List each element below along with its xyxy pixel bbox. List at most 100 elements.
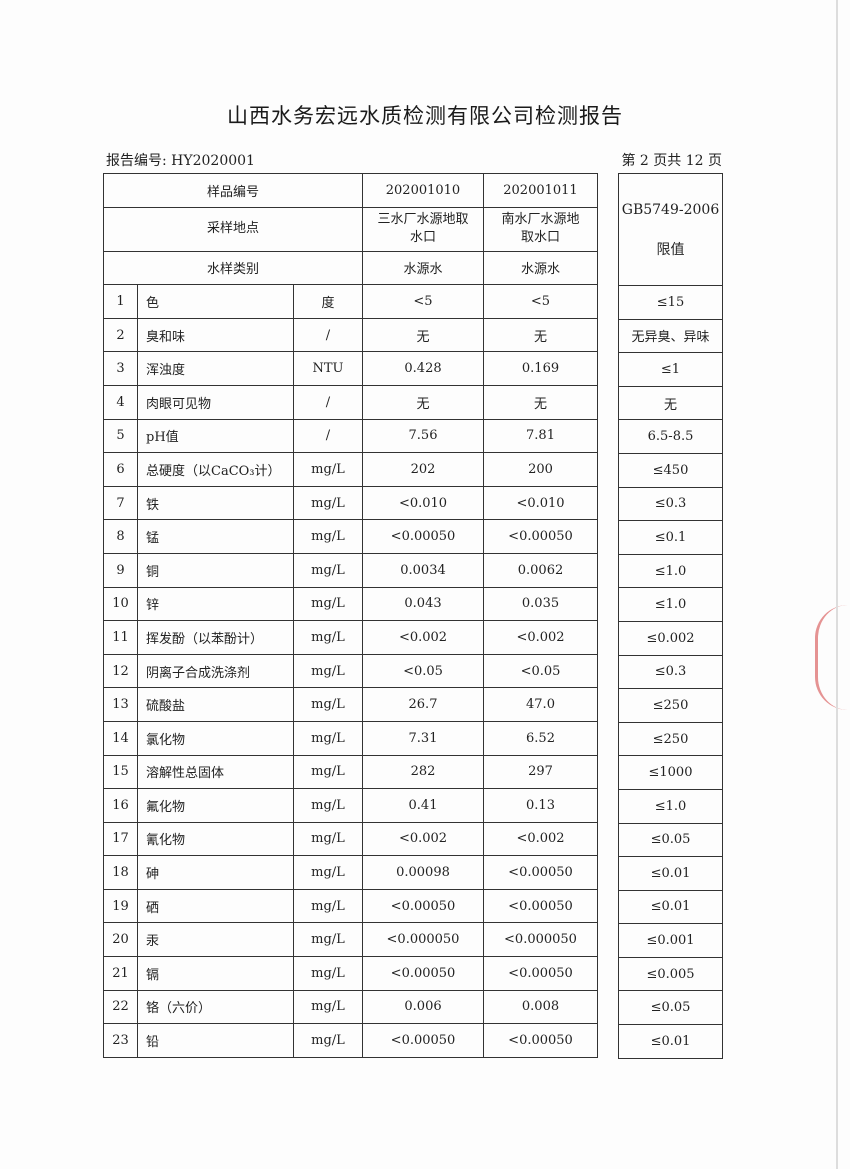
- unit: mg/L: [293, 888, 363, 924]
- row-number: 16: [103, 788, 138, 823]
- row-number: 1: [103, 284, 138, 319]
- table-row: 17 氰化物 mg/L <0.002 <0.002: [103, 821, 598, 857]
- table-row: 21 镉 mg/L <0.00050 <0.00050: [103, 956, 598, 991]
- item-name: 硒: [137, 888, 294, 924]
- row-number: 18: [103, 855, 138, 890]
- item-name: 铜: [137, 552, 294, 588]
- value-2: 0.0062: [483, 552, 598, 588]
- value-1: <0.000050: [362, 922, 484, 958]
- unit: 度: [293, 284, 363, 319]
- table-row: 16 氟化物 mg/L 0.41 0.13: [103, 788, 598, 823]
- table-row: ≤15: [618, 285, 723, 320]
- table-row: 2 臭和味 / 无无: [103, 317, 598, 353]
- row-number: 17: [103, 821, 138, 857]
- item-name: 硫酸盐: [137, 687, 294, 722]
- row-number: 5: [103, 418, 138, 454]
- table-row: ≤250: [618, 688, 723, 723]
- type-2: 水源水: [483, 250, 598, 286]
- table-row: ≤0.001: [618, 923, 723, 958]
- value-2: 47.0: [483, 687, 598, 722]
- row-number: 9: [103, 552, 138, 588]
- table-row: ≤0.005: [618, 956, 723, 992]
- value-1: 0.00098: [362, 855, 484, 890]
- value-1: 202: [362, 452, 484, 487]
- item-name: 铁: [137, 485, 294, 521]
- table-row: 8 锰 mg/L <0.00050 <0.00050: [103, 519, 598, 554]
- table-row: 13 硫酸盐 mg/L 26.7 47.0: [103, 687, 598, 722]
- location-1: 三水厂水源地取水口: [362, 206, 484, 252]
- row-number: 7: [103, 485, 138, 521]
- unit: mg/L: [293, 687, 363, 722]
- row-number: 2: [103, 317, 138, 353]
- sample-no-2: 202001011: [483, 173, 598, 208]
- item-name: pH值: [137, 418, 294, 454]
- unit: /: [293, 418, 363, 454]
- unit: mg/L: [293, 452, 363, 487]
- unit: /: [293, 384, 363, 420]
- item-name: 铬（六价）: [137, 989, 294, 1025]
- row-number: 21: [103, 956, 138, 991]
- unit: mg/L: [293, 519, 363, 554]
- table-row: ≤1: [618, 352, 723, 387]
- value-1: <0.00050: [362, 956, 484, 991]
- value-1: <5: [362, 284, 484, 319]
- row-number: 11: [103, 620, 138, 655]
- item-name: 汞: [137, 922, 294, 958]
- limit: ≤0.3: [618, 486, 723, 522]
- limit: ≤0.01: [618, 856, 723, 891]
- limit: ≤1.0: [618, 553, 723, 589]
- value-1: 0.0034: [362, 552, 484, 588]
- item-name: 镉: [137, 956, 294, 991]
- table-row: ≤0.05: [618, 822, 723, 858]
- limit: ≤0.001: [618, 923, 723, 958]
- value-1: 26.7: [362, 687, 484, 722]
- limit: ≤1.0: [618, 788, 723, 824]
- row-number: 20: [103, 922, 138, 958]
- value-2: <0.002: [483, 821, 598, 857]
- value-2: 297: [483, 754, 598, 790]
- value-2: <0.002: [483, 620, 598, 655]
- item-name: 铅: [137, 1023, 294, 1058]
- value-1: 7.31: [362, 720, 484, 756]
- table-row: 6.5-8.5: [618, 419, 723, 454]
- item-name: 溶解性总固体: [137, 754, 294, 790]
- table-row: ≤0.01: [618, 856, 723, 891]
- table-row: 无: [618, 385, 723, 421]
- item-name: 总硬度（以CaCO₃计）: [137, 452, 294, 487]
- limit: ≤0.005: [618, 956, 723, 992]
- row-number: 3: [103, 351, 138, 386]
- value-2: <5: [483, 284, 598, 319]
- row-number: 8: [103, 519, 138, 554]
- value-2: 7.81: [483, 418, 598, 454]
- unit: mg/L: [293, 653, 363, 689]
- limit: 无: [618, 385, 723, 421]
- value-2: <0.00050: [483, 956, 598, 991]
- value-2: <0.000050: [483, 922, 598, 958]
- value-1: <0.00050: [362, 888, 484, 924]
- unit: mg/L: [293, 788, 363, 823]
- value-1: 无: [362, 317, 484, 353]
- unit: mg/L: [293, 720, 363, 756]
- limit: ≤0.002: [618, 620, 723, 656]
- value-1: <0.002: [362, 821, 484, 857]
- table-row: 20 汞 mg/L <0.000050 <0.000050: [103, 922, 598, 958]
- value-1: 0.043: [362, 586, 484, 622]
- table-row: ≤0.01: [618, 889, 723, 925]
- unit: NTU: [293, 351, 363, 386]
- table-row: 11 挥发酚（以苯酚计） mg/L <0.002 <0.002: [103, 620, 598, 655]
- table-row: 23 铅 mg/L <0.00050 <0.00050: [103, 1023, 598, 1058]
- limit: ≤0.05: [618, 822, 723, 858]
- table-row: ≤0.002: [618, 620, 723, 656]
- unit: mg/L: [293, 956, 363, 991]
- value-2: <0.05: [483, 653, 598, 689]
- unit: mg/L: [293, 552, 363, 588]
- table-row: 14 氯化物 mg/L 7.31 6.52: [103, 720, 598, 756]
- table-row: ≤1.0: [618, 553, 723, 589]
- row-number: 23: [103, 1023, 138, 1058]
- value-2: 200: [483, 452, 598, 487]
- page-edge: [836, 0, 838, 1169]
- item-name: 臭和味: [137, 317, 294, 353]
- item-name: 肉眼可见物: [137, 384, 294, 420]
- value-1: 7.56: [362, 418, 484, 454]
- report-number: 报告编号: HY2020001: [106, 153, 255, 169]
